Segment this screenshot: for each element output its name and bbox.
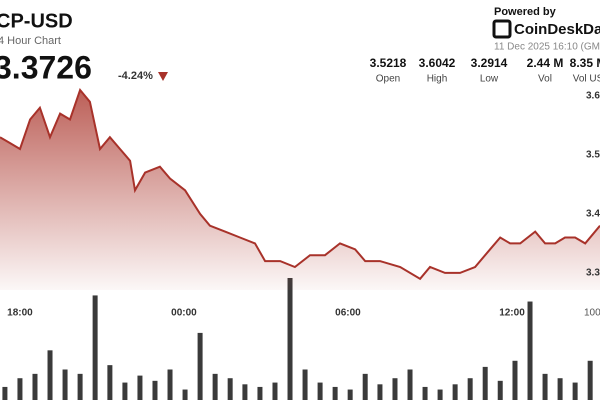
volume-bar [452,384,458,400]
volume-bar [212,373,218,400]
volume-bar [242,384,248,400]
volume-bar [92,295,98,400]
stat-label: Vol US [573,74,600,85]
stat-label: High [427,74,448,85]
down-arrow [158,72,168,81]
stat-value: 2.44 M [527,56,564,70]
volume-bar [557,378,563,400]
volume-bar [332,386,338,400]
volume-bar [497,380,503,400]
price-area [0,90,600,290]
x-tick-label: 18:00 [7,308,33,319]
volume-bar [482,366,488,400]
stat-value: 3.2914 [471,56,508,70]
volume-tick-label: 100,00 [584,307,600,318]
volume-bar [107,365,113,400]
volume-bar [407,369,413,400]
volume-bar [122,382,128,400]
volume-bar [467,378,473,400]
volume-bar [182,389,188,400]
stat-value: 3.5218 [370,56,407,70]
x-tick-label: 00:00 [171,308,197,319]
volume-bar [257,386,263,400]
brand-logo [492,19,512,39]
volume-bar [47,350,53,400]
current-price: 3.3726 [0,49,92,85]
volume-bar [227,378,233,400]
y-tick-label: 3.5 [586,150,600,161]
volume-bar [587,360,593,400]
brand-name: CoinDeskDat [514,21,600,38]
price-line [0,87,600,281]
x-tick-label: 12:00 [499,308,525,319]
volume-bar [437,389,443,400]
volume-bar [152,380,158,400]
volume-bar [317,382,323,400]
volume-bar [17,378,23,400]
volume-bar [287,278,293,400]
stat-value: 8.35 M [570,56,600,70]
stat-value: 3.6042 [419,56,456,70]
volume-bar [62,369,68,400]
stat-label: Open [376,74,400,85]
volume-bar [422,386,428,400]
timestamp: 11 Dec 2025 16:10 (GMT [494,42,600,53]
attribution: Powered by [494,6,557,18]
y-tick-label: 3.4 [586,209,600,220]
price-change: -4.24% [118,70,153,82]
volume-bar [347,389,353,400]
volume-bar [272,382,278,400]
volume-bar [2,386,8,400]
volume-bar [167,369,173,400]
volume-bar [512,360,518,400]
volume-bar [32,373,38,400]
volume-bar [377,384,383,400]
volume-bar [572,382,578,400]
y-tick-label: 3.3 [586,268,600,279]
stat-label: Low [480,74,499,85]
stat-label: Vol [538,74,552,85]
volume-bar [542,373,548,400]
ticker-title: CP-USD [0,10,73,32]
volume-bar [197,332,203,400]
chart-subtitle: 4 Hour Chart [0,35,61,47]
volume-bar [77,373,83,400]
volume-bar [137,375,143,400]
x-tick-label: 06:00 [335,308,361,319]
volume-bar [527,301,533,400]
y-tick-label: 3.6 [586,91,600,102]
volume-bar [362,373,368,400]
volume-bar [302,369,308,400]
volume-bar [392,378,398,400]
